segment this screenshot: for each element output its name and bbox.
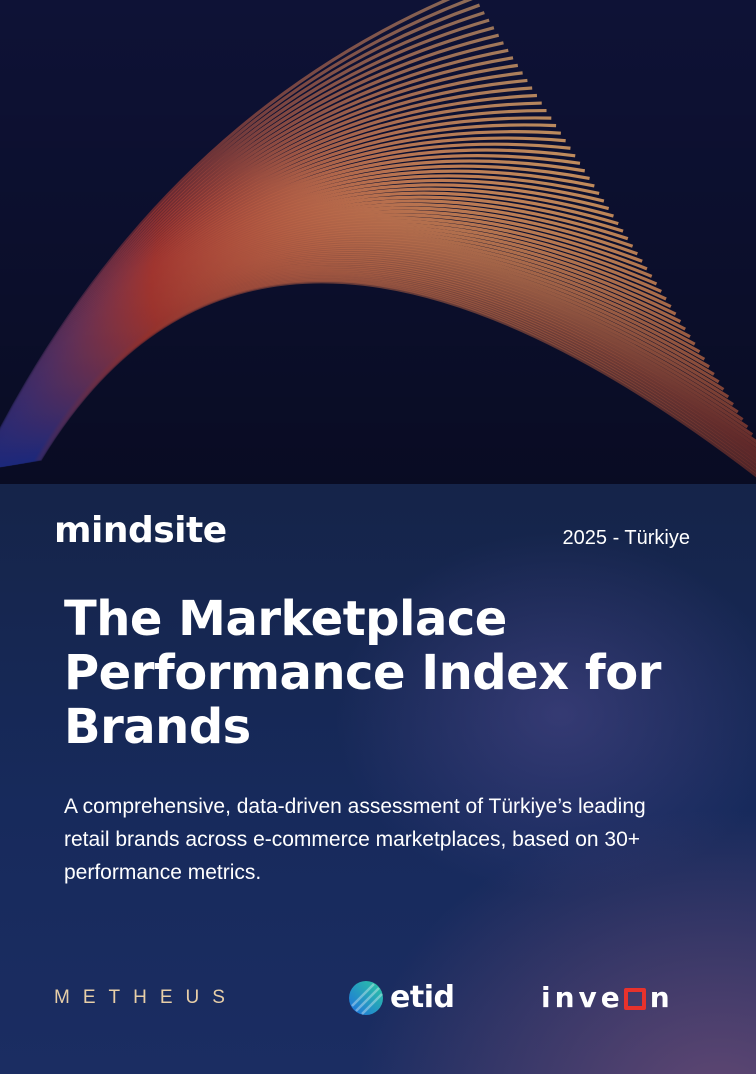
- subtitle-line: retail brands across e-commerce marketpl…: [64, 828, 641, 851]
- etid-logo: etid: [348, 980, 455, 1016]
- etid-logo-mark-icon: [349, 981, 383, 1015]
- cover-background: [0, 484, 756, 1074]
- report-subtitle: A comprehensive, data-driven assessment …: [64, 790, 704, 889]
- subtitle-line: A comprehensive, data-driven assessment …: [64, 795, 646, 818]
- report-title: The Marketplace Performance Index for Br…: [64, 592, 724, 754]
- inveon-logo-text-start: inve: [541, 981, 624, 1014]
- subtitle-line: performance metrics.: [64, 861, 262, 884]
- edition-label: 2025 - Türkiye: [562, 527, 690, 549]
- title-line: Brands: [64, 699, 251, 755]
- mindsite-logo: mindsite: [54, 510, 227, 551]
- cover-artwork: [0, 0, 756, 484]
- inveon-o-square-icon: [623, 988, 646, 1010]
- inveon-logo-text-end: n: [649, 981, 674, 1014]
- inveon-logo: inve n: [541, 984, 674, 1012]
- title-line: Performance Index for: [64, 645, 661, 701]
- title-line: The Marketplace: [64, 591, 507, 647]
- metheus-logo: METHEUS: [54, 987, 238, 1008]
- abstract-lines-artwork: [0, 0, 756, 484]
- etid-logo-text: etid: [390, 980, 455, 1015]
